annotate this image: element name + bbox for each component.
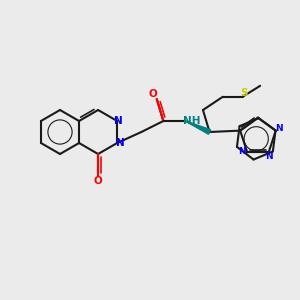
Text: S: S bbox=[240, 88, 247, 98]
Text: N: N bbox=[114, 116, 122, 126]
Text: N: N bbox=[265, 152, 273, 161]
Text: O: O bbox=[148, 89, 157, 99]
Text: N: N bbox=[275, 124, 283, 133]
Text: O: O bbox=[94, 176, 103, 186]
Text: N: N bbox=[238, 147, 246, 156]
Text: N: N bbox=[116, 138, 124, 148]
Polygon shape bbox=[185, 121, 211, 134]
Text: NH: NH bbox=[183, 116, 200, 126]
